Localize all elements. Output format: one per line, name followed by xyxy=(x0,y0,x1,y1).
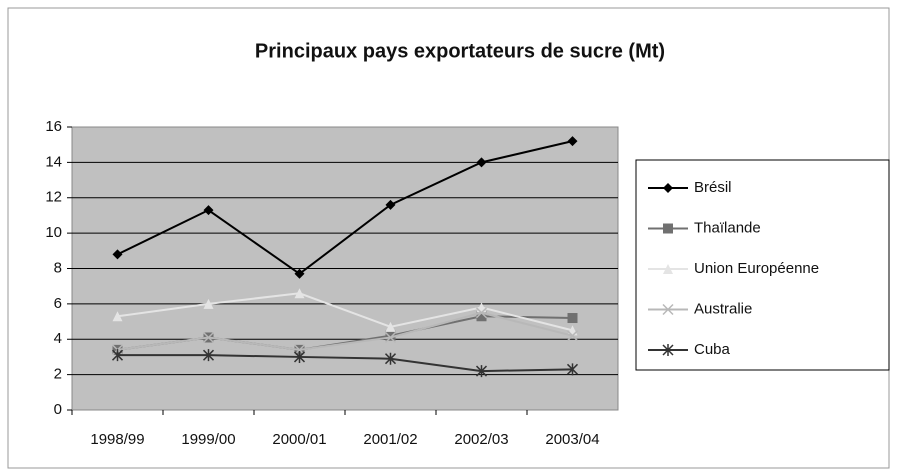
marker xyxy=(662,303,674,316)
y-tick-label: 14 xyxy=(45,153,62,170)
legend-label: Union Européenne xyxy=(694,260,819,277)
marker xyxy=(294,288,305,299)
series-line xyxy=(117,311,573,351)
legend-label: Thaïlande xyxy=(694,219,761,236)
marker xyxy=(202,349,215,362)
x-tick-label: 2001/02 xyxy=(363,431,417,448)
marker xyxy=(476,157,487,168)
marker xyxy=(663,264,673,274)
x-tick-label: 2000/01 xyxy=(272,431,326,448)
y-tick-label: 8 xyxy=(54,259,62,276)
marker xyxy=(384,331,397,344)
marker xyxy=(566,363,579,376)
y-tick-label: 4 xyxy=(54,330,62,347)
marker xyxy=(112,249,123,260)
legend-label: Australie xyxy=(694,300,752,317)
marker xyxy=(203,298,214,309)
y-tick-label: 16 xyxy=(45,118,62,135)
marker xyxy=(567,313,578,324)
marker xyxy=(385,330,396,341)
series-line xyxy=(117,354,573,373)
marker xyxy=(112,311,123,322)
marker xyxy=(476,311,487,322)
x-tick-label: 2003/04 xyxy=(545,431,599,448)
legend xyxy=(635,159,890,371)
legend-label: Cuba xyxy=(694,341,731,358)
marker xyxy=(385,199,396,210)
marker xyxy=(293,350,306,363)
y-tick-label: 10 xyxy=(45,224,62,241)
legend-label: Brésil xyxy=(694,179,732,196)
marker xyxy=(663,223,673,234)
marker xyxy=(202,331,215,344)
marker xyxy=(662,344,674,356)
series-line xyxy=(117,292,573,332)
x-tick-label: 2002/03 xyxy=(454,431,508,448)
marker xyxy=(385,321,396,332)
series-line xyxy=(117,140,573,276)
marker xyxy=(475,365,488,378)
x-tick-label: 1998/99 xyxy=(90,431,144,448)
chart-title: Principaux pays exportateurs de sucre (M… xyxy=(255,40,665,62)
marker xyxy=(566,330,579,342)
x-tick-label: 1999/00 xyxy=(181,431,235,448)
marker xyxy=(567,136,578,147)
y-tick-label: 6 xyxy=(54,295,62,312)
marker xyxy=(203,205,214,216)
marker xyxy=(294,268,305,279)
y-tick-label: 12 xyxy=(45,189,62,206)
marker xyxy=(384,352,397,365)
marker xyxy=(475,307,488,319)
marker xyxy=(111,349,124,362)
marker xyxy=(663,183,673,193)
y-tick-label: 2 xyxy=(54,366,62,383)
y-tick-label: 0 xyxy=(54,401,62,418)
